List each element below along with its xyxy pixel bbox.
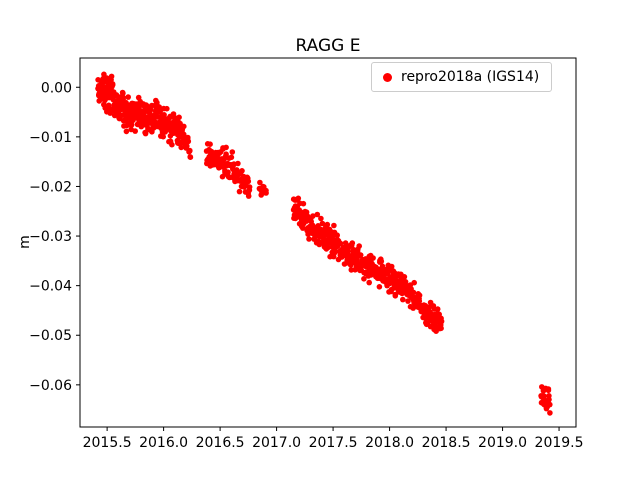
legend-marker-icon: [383, 72, 392, 82]
x-tick-label: 2019.5: [535, 435, 584, 451]
x-tick-label: 2018.0: [365, 435, 414, 451]
y-tick-label: −0.01: [29, 130, 72, 146]
x-tick-label: 2019.0: [478, 435, 527, 451]
y-tick-label: −0.06: [29, 378, 72, 394]
x-tick-label: 2017.0: [252, 435, 301, 451]
y-tick-label: −0.04: [29, 279, 72, 295]
axes-frame: [79, 57, 577, 428]
legend-series-label: repro2018a (IGS14): [401, 69, 540, 85]
y-axis-label: m: [17, 235, 33, 249]
x-tick-label: 2016.0: [139, 435, 188, 451]
y-tick-label: −0.05: [29, 328, 72, 344]
legend: repro2018a (IGS14): [371, 62, 553, 92]
x-tick-label: 2017.5: [309, 435, 358, 451]
scatter-points: [95, 71, 553, 416]
y-tick-label: −0.03: [29, 229, 72, 245]
x-tick-label: 2015.5: [83, 435, 132, 451]
y-tick-label: −0.02: [29, 179, 72, 195]
x-tick-label: 2018.5: [422, 435, 471, 451]
chart-title: RAGG E: [295, 36, 361, 56]
x-tick-label: 2016.5: [196, 435, 245, 451]
y-tick-label: 0.00: [41, 80, 72, 96]
